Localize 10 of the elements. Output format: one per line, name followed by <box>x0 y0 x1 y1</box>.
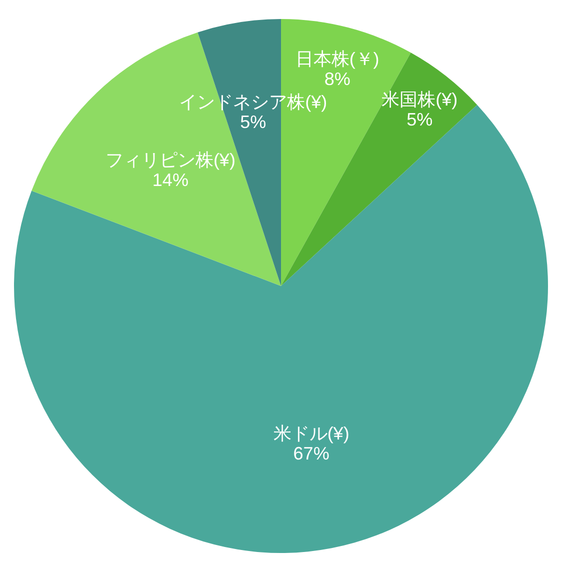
data-label: 67% <box>293 443 330 464</box>
slice-label: 日本株(￥) <box>295 48 380 69</box>
data-label: 5% <box>240 112 266 132</box>
data-label: 8% <box>324 68 350 89</box>
slice-label: インドネシア株(¥) <box>179 92 328 112</box>
data-label: 5% <box>406 110 433 130</box>
data-label: 14% <box>152 170 188 190</box>
slice-label: 米ドル(¥) <box>273 423 350 444</box>
slice-label: フィリピン株(¥) <box>105 150 236 170</box>
slice-label: 米国株(¥) <box>382 90 458 110</box>
